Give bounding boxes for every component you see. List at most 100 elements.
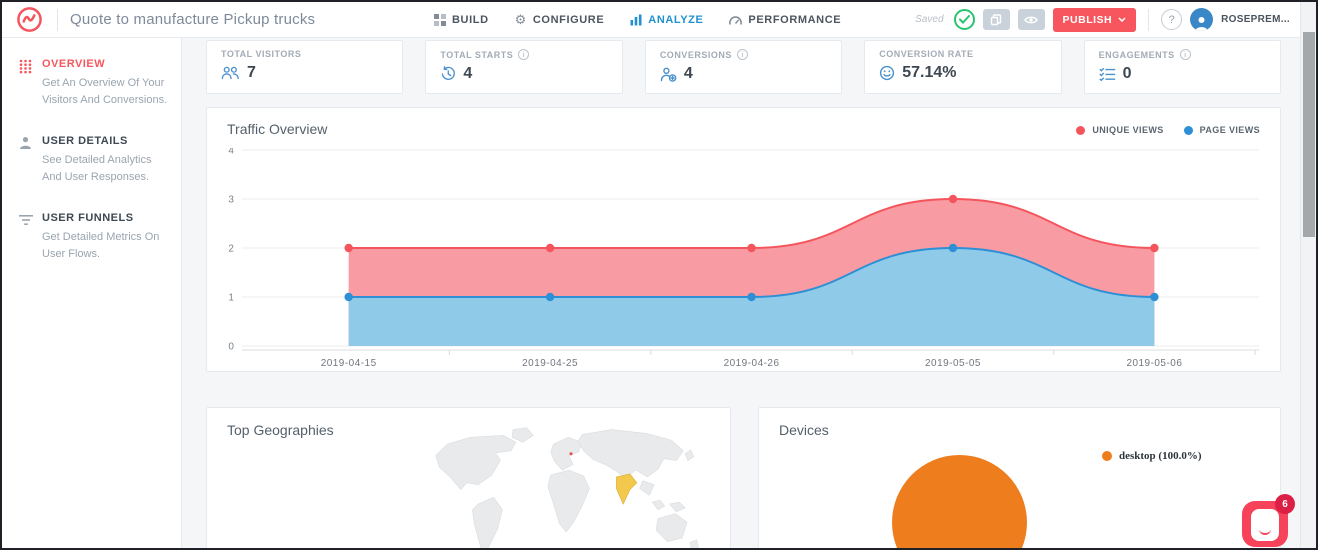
devices-title: Devices <box>779 422 829 438</box>
legend-label: desktop (100.0%) <box>1119 450 1202 462</box>
traffic-overview-card: Traffic Overview UNIQUE VIEWS PAGE VIEWS… <box>206 107 1281 372</box>
stat-card-total-visitors: TOTAL VISITORS 7 <box>206 40 404 94</box>
duplicate-button[interactable] <box>982 9 1010 30</box>
info-icon[interactable] <box>518 49 530 60</box>
sidebar-item-overview[interactable]: OVERVIEW Get An Overview Of Your Visitor… <box>2 58 181 108</box>
legend-dot <box>1183 125 1193 135</box>
tab-configure[interactable]: ⚙ CONFIGURE <box>515 13 605 26</box>
stat-value: 4 <box>463 65 473 82</box>
svg-text:2019-05-05: 2019-05-05 <box>925 358 981 369</box>
svg-text:3: 3 <box>228 194 234 205</box>
svg-text:1: 1 <box>228 292 234 303</box>
copy-icon <box>990 13 1002 25</box>
map-marker-dot <box>569 452 573 456</box>
svg-text:2019-05-06: 2019-05-06 <box>1126 358 1182 369</box>
sidebar-item-description: Get An Overview Of Your Visitors And Con… <box>42 77 168 106</box>
divider <box>57 8 58 31</box>
person-icon <box>19 135 33 185</box>
bottom-panels: Top Geographies <box>206 407 1281 549</box>
help-button[interactable]: ? <box>1161 9 1183 30</box>
username[interactable]: ROSEPREM... <box>1221 14 1290 25</box>
legend-dot <box>1076 125 1086 135</box>
world-map[interactable] <box>426 422 716 549</box>
publish-label: PUBLISH <box>1062 13 1113 26</box>
svg-text:2: 2 <box>228 243 234 254</box>
publish-button[interactable]: PUBLISH <box>1052 7 1137 32</box>
devices-pie-chart[interactable] <box>892 455 1027 548</box>
chart-legend: UNIQUE VIEWS PAGE VIEWS <box>1076 125 1260 135</box>
legend-dot <box>1102 451 1112 461</box>
sidebar-item-label: USER DETAILS <box>42 135 128 147</box>
stat-value: 4 <box>683 65 693 82</box>
outgrow-logo-icon[interactable] <box>16 6 43 33</box>
svg-text:2019-04-15: 2019-04-15 <box>321 358 377 369</box>
main-content: TOTAL VISITORS 7 <box>182 38 1300 549</box>
stat-label: ENGAGEMENTS <box>1098 49 1175 60</box>
stat-label: CONVERSIONS <box>659 49 732 60</box>
svg-text:2019-04-25: 2019-04-25 <box>522 358 578 369</box>
gauge-icon <box>729 15 743 25</box>
avatar[interactable] <box>1190 8 1214 31</box>
eye-icon <box>1024 16 1038 23</box>
main-nav: BUILD ⚙ CONFIGURE ANALYZE PERFORMAN <box>434 2 841 37</box>
stat-label: TOTAL VISITORS <box>221 49 302 59</box>
tab-build[interactable]: BUILD <box>434 13 489 26</box>
stat-card-conversions: CONVERSIONS 4 <box>644 40 843 94</box>
stat-card-conversion-rate: CONVERSION RATE 57.14% <box>864 40 1062 94</box>
funnel-icon <box>19 212 33 262</box>
person-add-icon <box>660 67 677 82</box>
legend-label: PAGE VIEWS <box>1199 125 1260 135</box>
chat-face-icon <box>1251 509 1279 541</box>
sidebar-item-user-details[interactable]: USER DETAILS See Detailed Analytics And … <box>2 135 181 185</box>
sidebar-item-description: Get Detailed Metrics On User Flows. <box>42 231 160 260</box>
smile-icon <box>1259 529 1271 535</box>
legend-page-views[interactable]: PAGE VIEWS <box>1183 125 1260 135</box>
divider <box>1148 8 1150 31</box>
sidebar-item-label: OVERVIEW <box>42 58 106 70</box>
legend-unique-views[interactable]: UNIQUE VIEWS <box>1076 125 1163 135</box>
checklist-icon <box>1099 67 1115 81</box>
tab-analyze[interactable]: ANALYZE <box>630 14 703 26</box>
tab-label: ANALYZE <box>648 13 704 26</box>
chart-title: Traffic Overview <box>227 121 328 137</box>
stat-value: 57.14% <box>902 64 957 81</box>
chat-widget-button[interactable]: 6 <box>1242 494 1295 547</box>
tab-label: BUILD <box>452 13 489 26</box>
tab-performance[interactable]: PERFORMANCE <box>729 14 841 26</box>
tab-label: PERFORMANCE <box>748 13 842 26</box>
sidebar-item-label: USER FUNNELS <box>42 212 134 224</box>
top-geographies-card: Top Geographies <box>206 407 731 549</box>
smiley-icon <box>880 65 895 81</box>
info-icon[interactable] <box>1179 49 1191 60</box>
sidebar-item-user-funnels[interactable]: USER FUNNELS Get Detailed Metrics On Use… <box>2 212 181 262</box>
svg-text:0: 0 <box>228 341 234 352</box>
svg-text:2019-04-26: 2019-04-26 <box>724 358 780 369</box>
content-title: Quote to manufacture Pickup trucks <box>70 11 316 28</box>
saved-status: Saved <box>915 14 944 25</box>
svg-text:4: 4 <box>228 148 234 157</box>
stat-value: 7 <box>247 64 256 81</box>
info-icon[interactable] <box>736 49 748 60</box>
analytics-sidebar: OVERVIEW Get An Overview Of Your Visitor… <box>2 38 182 548</box>
legend-label: UNIQUE VIEWS <box>1092 125 1164 135</box>
stat-value: 0 <box>1122 65 1132 82</box>
scrollbar-thumb[interactable] <box>1303 32 1315 237</box>
devices-legend[interactable]: desktop (100.0%) <box>1102 450 1202 462</box>
topbar-actions: Saved PUBLISH <box>915 7 1300 32</box>
chevron-down-icon <box>1118 17 1126 22</box>
top-navbar: Quote to manufacture Pickup trucks BUILD… <box>2 2 1300 38</box>
saved-check-icon <box>953 9 975 30</box>
map-india <box>616 473 638 505</box>
notification-badge: 6 <box>1275 494 1295 514</box>
stat-card-engagements: ENGAGEMENTS 0 <box>1083 40 1282 94</box>
stat-card-total-starts: TOTAL STARTS 4 <box>425 40 623 94</box>
build-icon <box>434 13 446 26</box>
scrollbar-track[interactable] <box>1300 2 1316 548</box>
stats-row: TOTAL VISITORS 7 <box>206 40 1282 94</box>
traffic-area-chart: 0 1 2 3 4 2019-04-15 2019-04-25 2019-04-26 2019-… <box>228 148 1260 369</box>
people-icon <box>221 66 239 80</box>
grid-dots-icon <box>19 58 33 108</box>
history-icon <box>442 66 456 80</box>
preview-button[interactable] <box>1017 9 1045 30</box>
geo-title: Top Geographies <box>227 422 334 438</box>
